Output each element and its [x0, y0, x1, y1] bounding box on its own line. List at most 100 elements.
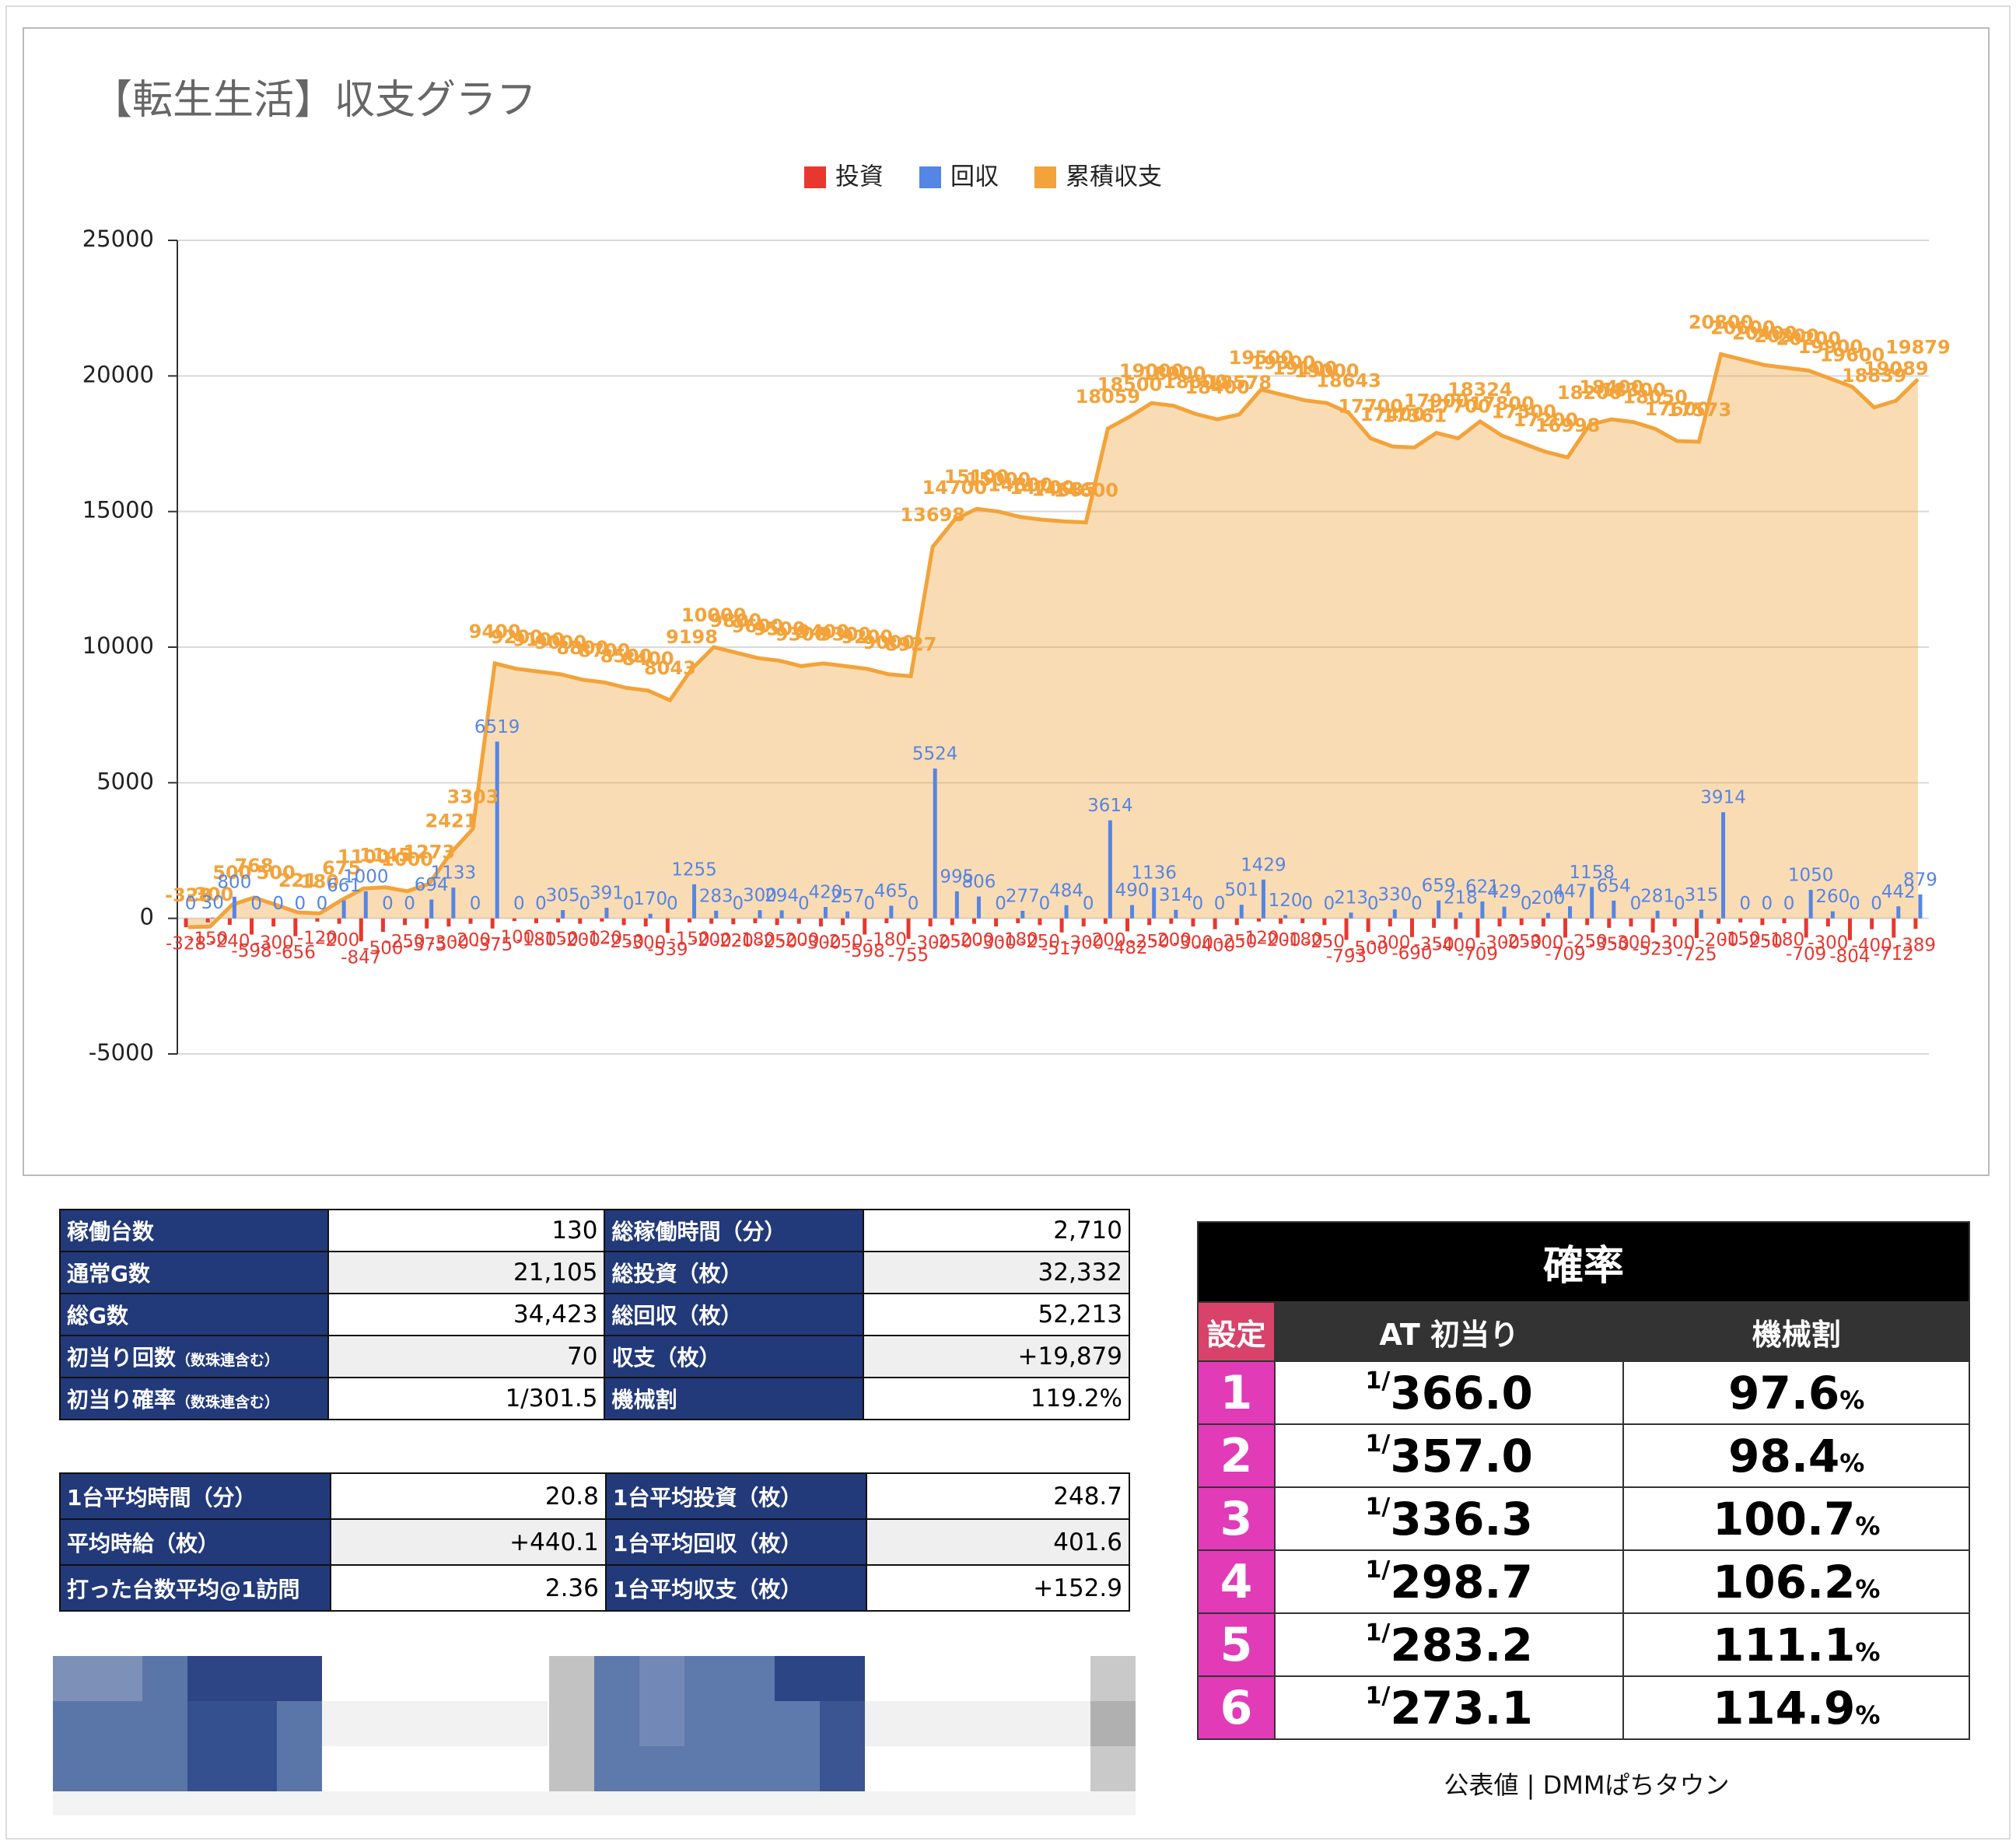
cell-text: 52,213 — [1038, 1301, 1122, 1329]
probability-cell: 1/366.0 — [1273, 1360, 1625, 1425]
data-label: 0 — [1871, 894, 1882, 914]
data-label: -200 — [1260, 930, 1300, 951]
data-label: 3614 — [1087, 796, 1133, 816]
bar — [1283, 915, 1288, 919]
stats-table: 稼働台数 130 総稼働時間（分） 2,710 通常G数 21,105 総投資（枚） 32,3… — [59, 1209, 1130, 1420]
rate-cell: 98.4% — [1622, 1423, 1970, 1488]
data-label: 1000 — [343, 866, 389, 887]
bar — [1344, 918, 1349, 940]
data-label: 20400 — [1732, 322, 1797, 344]
data-label: 0 — [1214, 894, 1226, 914]
bar — [1279, 918, 1283, 924]
data-label: -200 — [1698, 930, 1738, 951]
data-label: -100 — [494, 928, 534, 948]
bar — [490, 918, 495, 929]
bar — [1650, 918, 1655, 933]
data-label: 17700 — [1338, 396, 1403, 418]
cell-text: 総G数 — [67, 1303, 128, 1329]
data-label: 20800 — [1689, 311, 1754, 333]
bar — [1454, 918, 1458, 930]
data-label: 19000 — [1294, 360, 1360, 382]
header-row: 設定 AT 初当り 機械割 — [1197, 1301, 1970, 1362]
bar — [1847, 918, 1852, 940]
bar — [578, 918, 583, 924]
data-label: 1429 — [1241, 855, 1286, 875]
data-label: -250 — [1501, 932, 1542, 952]
bar — [1458, 912, 1463, 919]
probability-cell: 1/336.3 — [1273, 1486, 1625, 1551]
data-label: -690 — [1391, 944, 1432, 964]
data-label: -755 — [888, 945, 929, 965]
bar — [403, 918, 408, 926]
cell-text: 70 — [567, 1343, 598, 1371]
bar — [1261, 879, 1265, 919]
bar — [1234, 918, 1239, 926]
data-label: 17500 — [1491, 401, 1556, 423]
data-label: 465 — [874, 881, 908, 901]
bar — [863, 918, 867, 935]
table-row: 6 1/273.1 114.9% — [1197, 1675, 1970, 1740]
data-label: 15000 — [966, 469, 1031, 491]
setting-cell: 4 — [1197, 1549, 1276, 1614]
bar — [1016, 918, 1020, 923]
data-label: 14700 — [922, 477, 988, 499]
data-label: -200 — [450, 930, 491, 951]
data-label: 180 — [300, 870, 339, 892]
header-cell: 機械割 — [1622, 1301, 1970, 1362]
data-label: -250 — [757, 932, 797, 952]
data-label: -804 — [1829, 947, 1870, 967]
data-label: 0 — [995, 894, 1006, 914]
area — [188, 354, 1918, 928]
bar — [950, 918, 954, 926]
cell-text: 3 — [1220, 1491, 1253, 1546]
data-label: -598 — [231, 941, 271, 961]
label-cell: 1台平均収支（枚） — [604, 1564, 867, 1612]
data-label: -200 — [560, 930, 600, 951]
bar — [1432, 918, 1437, 928]
data-label: -300 — [1611, 933, 1651, 954]
data-label: -200 — [1151, 930, 1192, 951]
cell-text: 283.2 — [1390, 1618, 1533, 1672]
bar — [1349, 912, 1353, 919]
cell-text: 5 — [1220, 1617, 1253, 1672]
percent-sign: % — [1855, 1637, 1881, 1667]
data-label: 9500 — [754, 618, 806, 639]
bar — [1694, 918, 1699, 938]
probability-cell: 1/283.2 — [1273, 1612, 1625, 1677]
data-label: 0 — [470, 894, 481, 914]
cell-text: 119.2% — [1030, 1385, 1122, 1413]
cell-text: 6 — [1220, 1680, 1253, 1735]
cell-text: 100.7 — [1712, 1492, 1856, 1546]
data-label: 300 — [743, 886, 777, 906]
bar — [1174, 909, 1178, 919]
data-label: 19000 — [1119, 360, 1185, 382]
bar — [775, 918, 779, 926]
cell-text: AT 初当り — [1379, 1317, 1519, 1352]
data-label: 9300 — [819, 623, 871, 645]
data-label: -709 — [1786, 944, 1826, 965]
cell-text: 設定 — [1206, 1317, 1266, 1352]
chart-title: 【転生生活】収支グラフ — [92, 77, 537, 124]
data-label: 0 — [1301, 894, 1313, 914]
data-label: 18900 — [1141, 363, 1206, 385]
data-label: -400 — [1436, 936, 1476, 956]
cell-note: （数珠連含む） — [176, 1394, 280, 1411]
stats-table: 1台平均時間（分） 20.8 1台平均投資（枚） 248.7 平均時給（枚） +440.1… — [59, 1472, 1131, 1612]
bar — [1782, 918, 1787, 923]
bar — [1519, 918, 1524, 926]
cell-text: 1台平均投資（枚） — [612, 1484, 803, 1511]
data-label: 9300 — [775, 623, 828, 645]
data-label: 1100 — [338, 845, 390, 867]
data-label: 9400 — [797, 621, 849, 642]
data-label: -180 — [998, 930, 1038, 950]
data-label: 0 — [1367, 894, 1379, 914]
data-labels: -328-30050076850022118067511001145100012… — [165, 311, 1951, 968]
cell-text: +440.1 — [509, 1528, 599, 1556]
bar — [495, 741, 499, 919]
data-label: 0 — [1849, 894, 1860, 914]
bar — [232, 896, 236, 919]
data-label: 879 — [1903, 870, 1937, 891]
bar — [1913, 918, 1918, 930]
data-label: -180 — [1283, 930, 1323, 950]
data-label: 281 — [1640, 886, 1675, 906]
